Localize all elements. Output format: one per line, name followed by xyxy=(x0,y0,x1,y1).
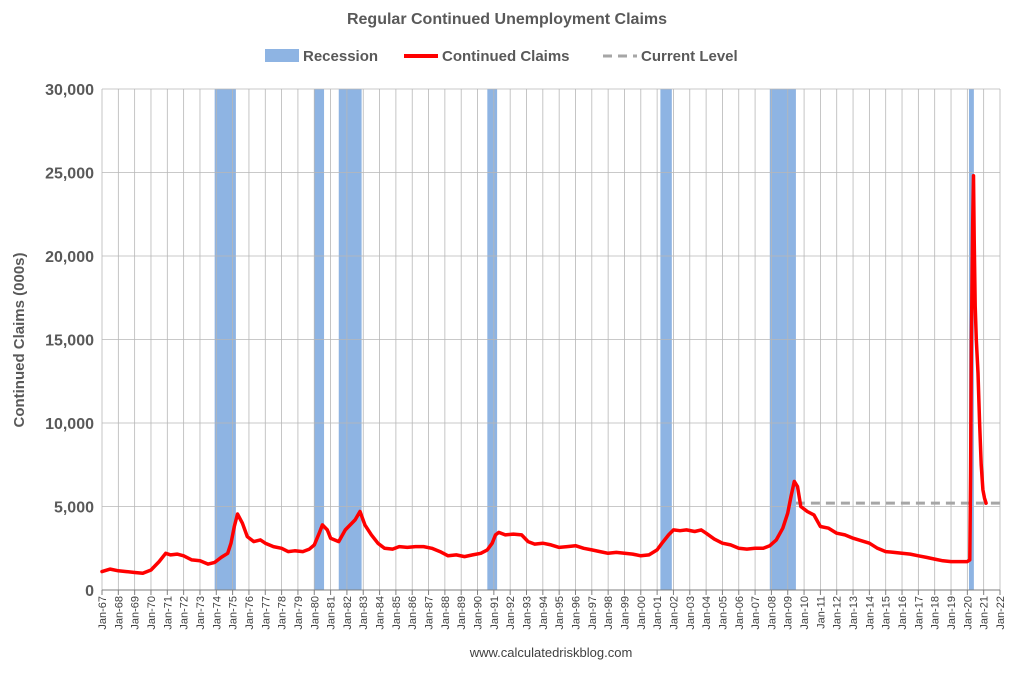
x-tick-label: Jan-19 xyxy=(946,596,958,630)
x-tick-label: Jan-78 xyxy=(277,596,289,630)
x-tick-label: Jan-95 xyxy=(554,596,566,630)
x-tick-label: Jan-12 xyxy=(832,596,844,630)
y-tick-label: 20,000 xyxy=(45,249,94,266)
y-tick-label: 5,000 xyxy=(54,500,94,517)
legend: Recession Continued Claims Current Level xyxy=(265,48,738,65)
x-tick-label: Jan-84 xyxy=(375,596,387,630)
series-layer xyxy=(100,174,988,576)
x-tick-label: Jan-83 xyxy=(358,596,370,630)
x-tick-label: Jan-17 xyxy=(913,596,925,630)
x-tick-label: Jan-80 xyxy=(309,596,321,630)
x-tick-label: Jan-06 xyxy=(734,596,746,630)
x-tick-label: Jan-18 xyxy=(930,596,942,630)
x-tick-label: Jan-70 xyxy=(146,596,158,630)
x-tick-label: Jan-07 xyxy=(750,596,762,630)
legend-label: Continued Claims xyxy=(442,48,570,65)
x-tick-label: Jan-00 xyxy=(636,596,648,630)
x-tick-label: Jan-92 xyxy=(505,596,517,630)
x-tick-label: Jan-22 xyxy=(995,596,1007,630)
continued-claims-line xyxy=(100,174,988,576)
x-tick-label: Jan-74 xyxy=(211,596,223,630)
x-tick-label: Jan-87 xyxy=(424,596,436,630)
x-tick-label: Jan-20 xyxy=(962,596,974,630)
x-tick-label: Jan-13 xyxy=(848,596,860,630)
axes: 0 5,000 10,000 15,000 20,000 25,000 30,000 Jan-… xyxy=(45,82,1007,630)
source-credit: www.calculatedriskblog.com xyxy=(469,645,633,660)
chart-title: Regular Continued Unemployment Claims xyxy=(347,11,667,28)
legend-swatch-recession xyxy=(265,49,299,62)
x-tick-label: Jan-73 xyxy=(195,596,207,630)
x-tick-label: Jan-76 xyxy=(244,596,256,630)
x-tick-label: Jan-10 xyxy=(799,596,811,630)
x-tick-label: Jan-68 xyxy=(113,596,125,630)
x-tick-label: Jan-86 xyxy=(407,596,419,630)
legend-item: Continued Claims xyxy=(404,48,570,65)
y-tick-label: 0 xyxy=(85,583,94,600)
x-tick-label: Jan-72 xyxy=(179,596,191,630)
x-tick-label: Jan-91 xyxy=(489,596,501,630)
x-tick-label: Jan-97 xyxy=(587,596,599,630)
x-tick-label: Jan-98 xyxy=(603,596,615,630)
x-tick-label: Jan-01 xyxy=(652,596,664,630)
x-tick-label: Jan-85 xyxy=(391,596,403,630)
x-tick-label: Jan-77 xyxy=(260,596,272,630)
x-tick-label: Jan-04 xyxy=(701,596,713,630)
x-tick-label: Jan-79 xyxy=(293,596,305,630)
x-tick-label: Jan-69 xyxy=(130,596,142,630)
x-tick-label: Jan-94 xyxy=(538,596,550,630)
x-tick-label: Jan-88 xyxy=(440,596,452,630)
y-axis-title: Continued Claims (000s) xyxy=(11,252,28,427)
x-tick-label: Jan-67 xyxy=(97,596,109,630)
x-tick-label: Jan-81 xyxy=(326,596,338,630)
y-tick-label: 25,000 xyxy=(45,166,94,183)
gridlines xyxy=(101,88,1001,591)
legend-label: Current Level xyxy=(641,48,738,65)
x-tick-label: Jan-82 xyxy=(342,596,354,630)
legend-label: Recession xyxy=(303,48,378,65)
x-tick-label: Jan-71 xyxy=(162,596,174,630)
x-tick-label: Jan-03 xyxy=(685,596,697,630)
x-tick-label: Jan-99 xyxy=(619,596,631,630)
x-tick-label: Jan-15 xyxy=(881,596,893,630)
x-tick-label: Jan-93 xyxy=(522,596,534,630)
x-tick-label: Jan-05 xyxy=(717,596,729,630)
x-tick-label: Jan-90 xyxy=(473,596,485,630)
x-tick-label: Jan-21 xyxy=(979,596,991,630)
x-tick-label: Jan-14 xyxy=(864,596,876,630)
legend-item: Recession xyxy=(265,48,378,65)
y-tick-label: 30,000 xyxy=(45,82,94,99)
x-tick-label: Jan-96 xyxy=(570,596,582,630)
y-tick-label: 15,000 xyxy=(45,333,94,350)
y-tick-label: 10,000 xyxy=(45,416,94,433)
x-tick-label: Jan-02 xyxy=(668,596,680,630)
x-tick-label: Jan-16 xyxy=(897,596,909,630)
x-tick-label: Jan-89 xyxy=(456,596,468,630)
x-tick-label: Jan-11 xyxy=(815,596,827,629)
x-tick-label: Jan-09 xyxy=(783,596,795,630)
x-tick-label: Jan-08 xyxy=(766,596,778,630)
legend-item: Current Level xyxy=(603,48,738,65)
x-tick-label: Jan-75 xyxy=(228,596,240,630)
